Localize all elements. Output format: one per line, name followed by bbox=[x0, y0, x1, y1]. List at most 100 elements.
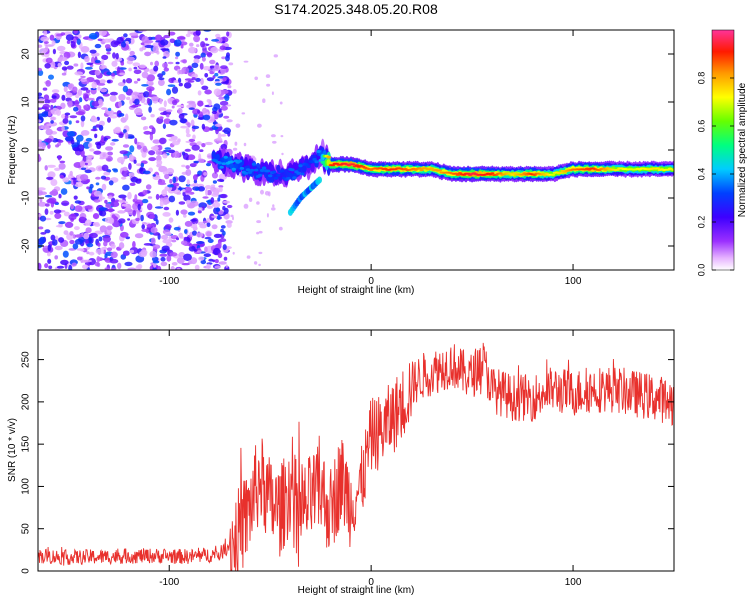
noise-blob bbox=[228, 62, 234, 66]
noise-blob bbox=[128, 154, 134, 161]
noise-blob bbox=[59, 56, 68, 62]
noise-blob bbox=[75, 120, 80, 124]
noise-blob bbox=[220, 67, 227, 75]
noise-blob bbox=[146, 223, 153, 228]
noise-blob bbox=[77, 144, 85, 152]
noise-blob bbox=[218, 261, 227, 265]
track-cell bbox=[274, 176, 279, 180]
noise-blob bbox=[99, 157, 105, 160]
noise-blob bbox=[154, 60, 159, 67]
noise-blob bbox=[173, 226, 181, 231]
noise-blob bbox=[118, 218, 126, 224]
noise-blob bbox=[61, 72, 67, 76]
noise-blob bbox=[212, 259, 216, 263]
noise-blob bbox=[181, 164, 186, 168]
noise-blob bbox=[154, 34, 163, 42]
noise-blob bbox=[143, 91, 150, 98]
noise-blob bbox=[46, 123, 55, 127]
noise-blob bbox=[224, 94, 230, 102]
noise-blob bbox=[225, 55, 230, 62]
noise-blob bbox=[47, 164, 56, 168]
noise-blob bbox=[206, 205, 213, 209]
noise-blob bbox=[49, 34, 55, 41]
noise-blob bbox=[223, 115, 230, 119]
noise-blob bbox=[44, 229, 51, 234]
noise-blob bbox=[120, 231, 129, 238]
noise-blob bbox=[210, 197, 215, 204]
noise-blob bbox=[248, 197, 253, 202]
noise-blob bbox=[223, 256, 228, 261]
noise-blob bbox=[137, 203, 141, 211]
noise-blob bbox=[187, 30, 191, 35]
noise-blob bbox=[47, 143, 51, 149]
noise-blob bbox=[106, 71, 112, 76]
spectrogram-x-axis: -100 0 100 bbox=[159, 30, 582, 287]
noise-blob bbox=[78, 97, 83, 103]
y-tick-label: 0 bbox=[21, 147, 32, 153]
noise-blob bbox=[118, 242, 125, 249]
noise-blob bbox=[55, 144, 60, 148]
noise-blob bbox=[86, 62, 93, 66]
noise-blob bbox=[220, 143, 228, 150]
noise-blob bbox=[171, 140, 180, 146]
noise-blob bbox=[94, 261, 100, 267]
noise-blob bbox=[40, 232, 47, 235]
noise-blob bbox=[43, 99, 51, 104]
noise-blob bbox=[64, 221, 74, 228]
noise-blob bbox=[188, 46, 197, 54]
noise-blob bbox=[219, 100, 229, 106]
noise-blob bbox=[54, 245, 63, 251]
spectrogram-y-label: Frequency (Hz) bbox=[7, 116, 18, 185]
noise-blob bbox=[67, 100, 73, 108]
track-cell bbox=[272, 170, 277, 174]
noise-blob bbox=[232, 89, 237, 94]
noise-blob bbox=[88, 251, 95, 256]
noise-blob bbox=[47, 258, 52, 264]
noise-blob bbox=[163, 34, 171, 39]
noise-blob bbox=[112, 52, 116, 59]
noise-blob bbox=[153, 65, 159, 72]
noise-blob bbox=[128, 172, 135, 177]
noise-blob bbox=[193, 179, 198, 184]
noise-blob bbox=[114, 199, 119, 203]
noise-blob bbox=[51, 95, 57, 99]
noise-blob bbox=[211, 172, 219, 179]
noise-blob bbox=[206, 263, 211, 270]
noise-blob bbox=[89, 232, 98, 239]
noise-blob bbox=[219, 193, 228, 199]
noise-blob bbox=[159, 116, 164, 120]
noise-blob bbox=[212, 75, 216, 79]
noise-blob bbox=[88, 142, 93, 148]
noise-blob bbox=[80, 130, 90, 136]
noise-blob bbox=[220, 228, 225, 233]
noise-blob bbox=[216, 137, 223, 142]
noise-blob bbox=[150, 237, 156, 245]
noise-blob bbox=[166, 113, 170, 118]
snr-x-label: Height of straight line (km) bbox=[298, 585, 415, 596]
noise-blob bbox=[51, 89, 60, 93]
noise-blob bbox=[202, 196, 209, 199]
noise-blob bbox=[69, 239, 75, 245]
noise-blob bbox=[109, 258, 119, 264]
noise-blob bbox=[82, 155, 87, 163]
noise-blob bbox=[74, 181, 84, 188]
noise-blob bbox=[214, 265, 221, 269]
noise-blob bbox=[137, 78, 141, 82]
noise-blob bbox=[39, 197, 43, 203]
track-cell bbox=[314, 160, 319, 164]
noise-blob bbox=[117, 199, 126, 203]
noise-blob bbox=[38, 98, 45, 105]
noise-blob bbox=[129, 32, 139, 37]
noise-blob bbox=[111, 60, 118, 67]
noise-blob bbox=[172, 176, 177, 184]
track-cell bbox=[290, 168, 295, 172]
noise-blob bbox=[133, 66, 138, 70]
noise-blob bbox=[223, 127, 232, 135]
noise-blob bbox=[210, 46, 219, 54]
noise-blob bbox=[88, 258, 96, 266]
noise-blob bbox=[185, 127, 190, 135]
noise-blob bbox=[118, 67, 127, 70]
noise-blob bbox=[183, 253, 192, 261]
